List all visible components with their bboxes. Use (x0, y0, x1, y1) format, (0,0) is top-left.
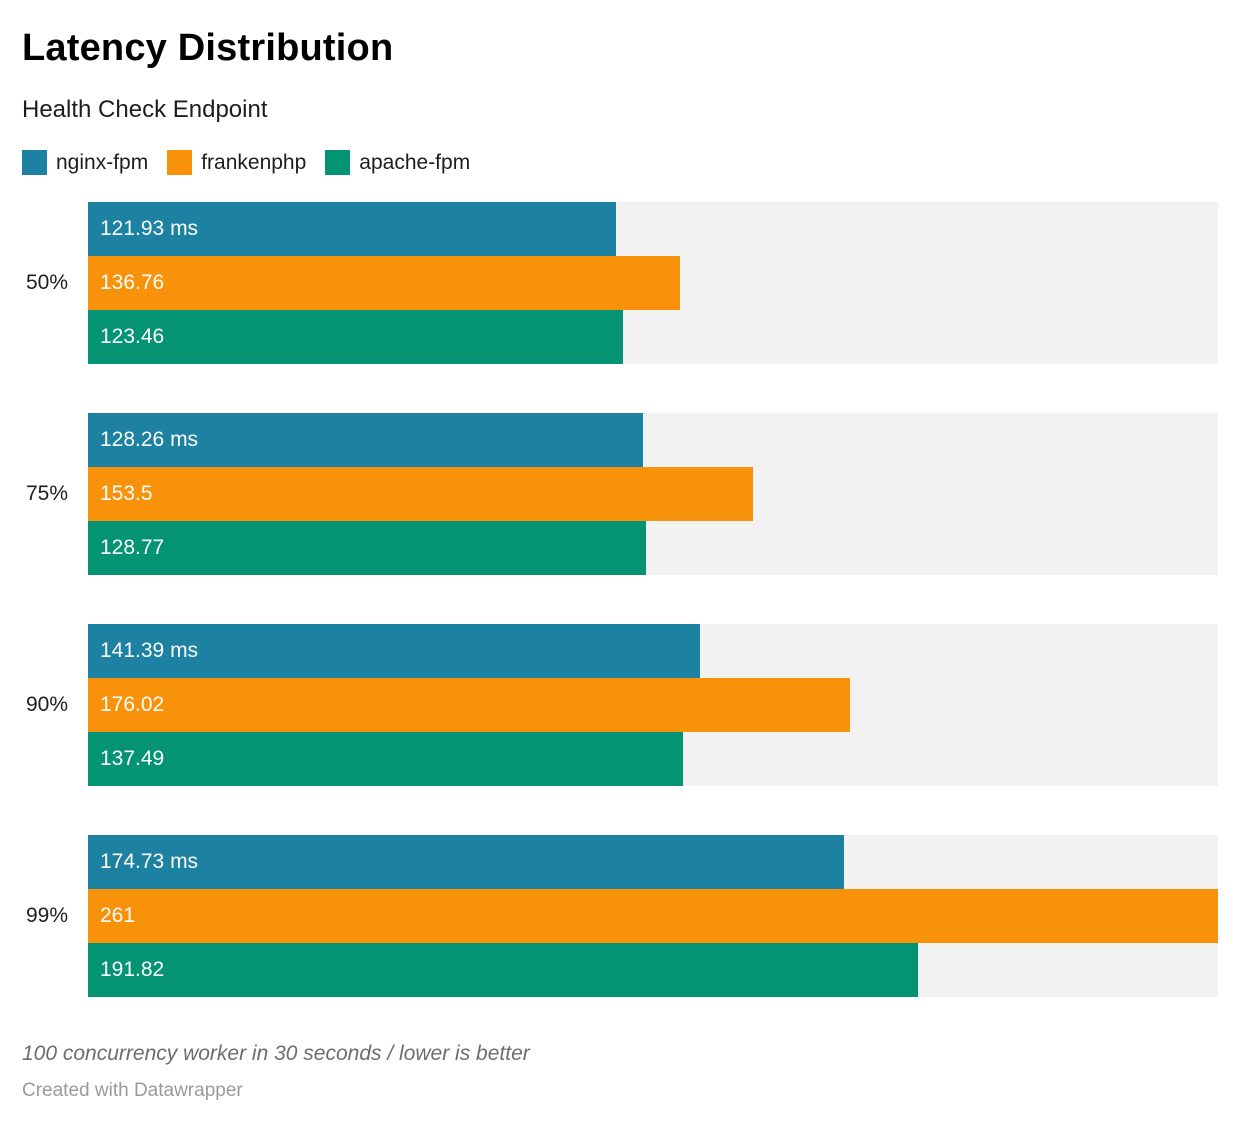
datawrapper-credit: Created with Datawrapper (22, 1080, 243, 1101)
chart-group-50%: 50% 121.93 ms 136.76 123.46 (22, 202, 1218, 364)
bar-value-label: 137.49 (100, 747, 165, 770)
bar-value-label: 128.26 ms (100, 428, 199, 451)
bar-chart: 50% 121.93 ms 136.76 123.46 75% 128.26 ms 153.… (22, 202, 1218, 997)
legend-swatch-icon (22, 150, 47, 175)
legend-swatch-icon (167, 150, 193, 175)
page-title: Latency Distribution (22, 27, 394, 69)
legend: nginx-fpm frankenphp apache-fpm (22, 150, 1218, 175)
category-label: 90% (25, 693, 68, 716)
bar-apache-fpm-99%: 191.82 (88, 943, 919, 997)
legend-label: nginx-fpm (56, 150, 149, 174)
bar-nginx-fpm-75%: 128.26 ms (88, 413, 644, 467)
bar-nginx-fpm-50%: 121.93 ms (88, 202, 616, 256)
chart-note: 100 concurrency worker in 30 seconds / l… (22, 1042, 530, 1065)
bar-apache-fpm-50%: 123.46 (88, 310, 623, 364)
bar-value-label: 121.93 ms (100, 217, 199, 240)
bar-nginx-fpm-99%: 174.73 ms (88, 835, 845, 889)
legend-swatch-icon (325, 150, 351, 175)
legend-item-apache-fpm: apache-fpm (325, 150, 470, 175)
bar-value-label: 141.39 ms (100, 639, 199, 662)
category-label: 75% (25, 482, 68, 505)
page-subtitle: Health Check Endpoint (22, 96, 268, 123)
chart-page: Latency Distribution Health Check Endpoi… (22, 27, 1218, 1102)
bar-frankenphp-90%: 176.02 (88, 678, 851, 732)
bar-track: 128.26 ms 153.5 128.77 (88, 413, 1218, 575)
bar-value-label: 123.46 (100, 325, 165, 348)
bar-value-label: 191.82 (100, 958, 165, 981)
bar-frankenphp-99%: 261 (88, 889, 1218, 943)
bar-value-label: 136.76 (100, 271, 165, 294)
bar-frankenphp-50%: 136.76 (88, 256, 681, 310)
bar-apache-fpm-90%: 137.49 (88, 732, 684, 786)
bar-value-label: 176.02 (100, 693, 165, 716)
legend-label: frankenphp (201, 150, 307, 174)
chart-footer: 100 concurrency worker in 30 seconds / l… (22, 1041, 1218, 1102)
chart-group-90%: 90% 141.39 ms 176.02 137.49 (22, 624, 1218, 786)
legend-item-frankenphp: frankenphp (167, 150, 306, 175)
bar-track: 174.73 ms 261 191.82 (88, 835, 1218, 997)
chart-group-75%: 75% 128.26 ms 153.5 128.77 (22, 413, 1218, 575)
bar-value-label: 153.5 (100, 482, 153, 505)
category-label: 99% (25, 904, 68, 927)
chart-group-99%: 99% 174.73 ms 261 191.82 (22, 835, 1218, 997)
legend-label: apache-fpm (359, 150, 471, 174)
bar-value-label: 261 (100, 904, 136, 927)
bar-track: 121.93 ms 136.76 123.46 (88, 202, 1218, 364)
bar-apache-fpm-75%: 128.77 (88, 521, 646, 575)
bar-value-label: 128.77 (100, 536, 165, 559)
category-label: 50% (25, 271, 68, 294)
legend-item-nginx-fpm: nginx-fpm (22, 150, 148, 175)
bar-value-label: 174.73 ms (100, 850, 199, 873)
bar-frankenphp-75%: 153.5 (88, 467, 753, 521)
bar-track: 141.39 ms 176.02 137.49 (88, 624, 1218, 786)
bar-nginx-fpm-90%: 141.39 ms (88, 624, 701, 678)
